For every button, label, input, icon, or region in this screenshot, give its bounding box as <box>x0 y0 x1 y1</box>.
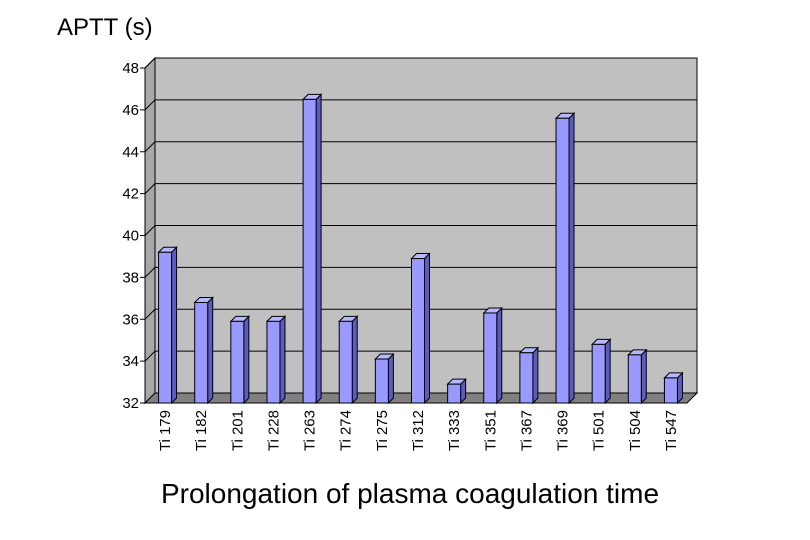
bar-side <box>568 112 575 405</box>
bar-front <box>230 320 245 404</box>
bar-front <box>519 352 534 404</box>
bar-front <box>158 251 173 404</box>
gridline-side <box>144 99 156 111</box>
y-tick-label: 36 <box>122 311 139 328</box>
bar-side <box>351 315 358 405</box>
category-label: Ti 547 <box>663 410 680 451</box>
bar <box>301 93 323 405</box>
bar-front <box>194 302 209 404</box>
bar-side <box>496 306 503 405</box>
bar <box>157 246 178 405</box>
bar-front <box>374 358 389 404</box>
category-label: Ti 369 <box>555 410 572 451</box>
bar-side <box>243 315 250 405</box>
gridline-side <box>144 308 156 320</box>
category-label: Ti 179 <box>157 410 174 451</box>
category-label: Ti 182 <box>193 410 210 451</box>
bars <box>157 93 684 405</box>
bar <box>627 348 648 405</box>
bar-side <box>532 346 539 405</box>
category-label: Ti 333 <box>446 410 463 451</box>
bar-front <box>338 320 353 404</box>
bar <box>193 296 214 405</box>
y-tick-label: 46 <box>122 102 139 119</box>
bar-side <box>640 348 647 405</box>
bar-front <box>591 343 606 404</box>
bar-side <box>171 246 178 405</box>
category-label: Ti 367 <box>518 410 535 451</box>
bar-front <box>411 258 425 404</box>
y-tick-labels: 32 34 36 38 40 42 44 46 48 <box>122 60 139 412</box>
category-label: Ti 501 <box>591 410 608 451</box>
y-tick-label: 42 <box>122 186 139 203</box>
gridline-side <box>144 267 156 278</box>
category-label: Ti 274 <box>338 410 355 451</box>
bar-front <box>302 98 317 404</box>
category-label: Ti 312 <box>410 410 427 451</box>
category-label: Ti 504 <box>627 410 644 451</box>
bar-side <box>387 352 394 405</box>
gridline-side <box>144 141 156 153</box>
category-label: Ti 275 <box>374 410 391 451</box>
category-label: Ti 201 <box>229 410 246 451</box>
y-tick-label: 44 <box>122 144 139 161</box>
bar-front <box>483 312 498 404</box>
bar <box>482 306 503 405</box>
category-label: Ti 263 <box>302 410 319 451</box>
y-axis-label: APTT (s) <box>57 14 153 41</box>
bar <box>446 377 467 405</box>
bar <box>229 315 251 405</box>
gridline-side <box>144 350 156 362</box>
bar-front <box>555 117 570 404</box>
bar-front <box>266 320 281 404</box>
y-tick-label: 38 <box>122 269 139 286</box>
bar-front <box>627 354 642 404</box>
bar <box>374 352 395 405</box>
category-label: Ti 351 <box>482 410 499 451</box>
bar <box>554 112 576 405</box>
gridline-side <box>144 183 156 194</box>
x-axis-title: Prolongation of plasma coagulation time <box>160 478 660 509</box>
category-labels: Ti 179 Ti 182 Ti 201 Ti 228 Ti 263 Ti 274 Ti 2… <box>157 410 680 451</box>
bar <box>410 252 431 405</box>
y-tick-label: 48 <box>122 60 139 77</box>
bar <box>338 315 359 405</box>
y-tick-label: 40 <box>122 228 139 245</box>
gridline-side <box>144 57 156 69</box>
bar <box>518 346 540 405</box>
gridline-side <box>144 225 156 236</box>
category-label: Ti 228 <box>265 410 282 451</box>
bar-side <box>207 296 214 405</box>
bar-side <box>604 338 611 405</box>
y-tick-label: 34 <box>122 353 139 370</box>
bar-side <box>315 93 322 405</box>
bar <box>265 315 287 405</box>
bar-front <box>447 383 462 404</box>
bar-side <box>279 315 286 405</box>
bar-front <box>663 377 678 404</box>
bar-side <box>424 252 430 405</box>
y-tick-label: 32 <box>122 395 139 412</box>
bar <box>663 371 684 405</box>
bar <box>590 338 612 405</box>
